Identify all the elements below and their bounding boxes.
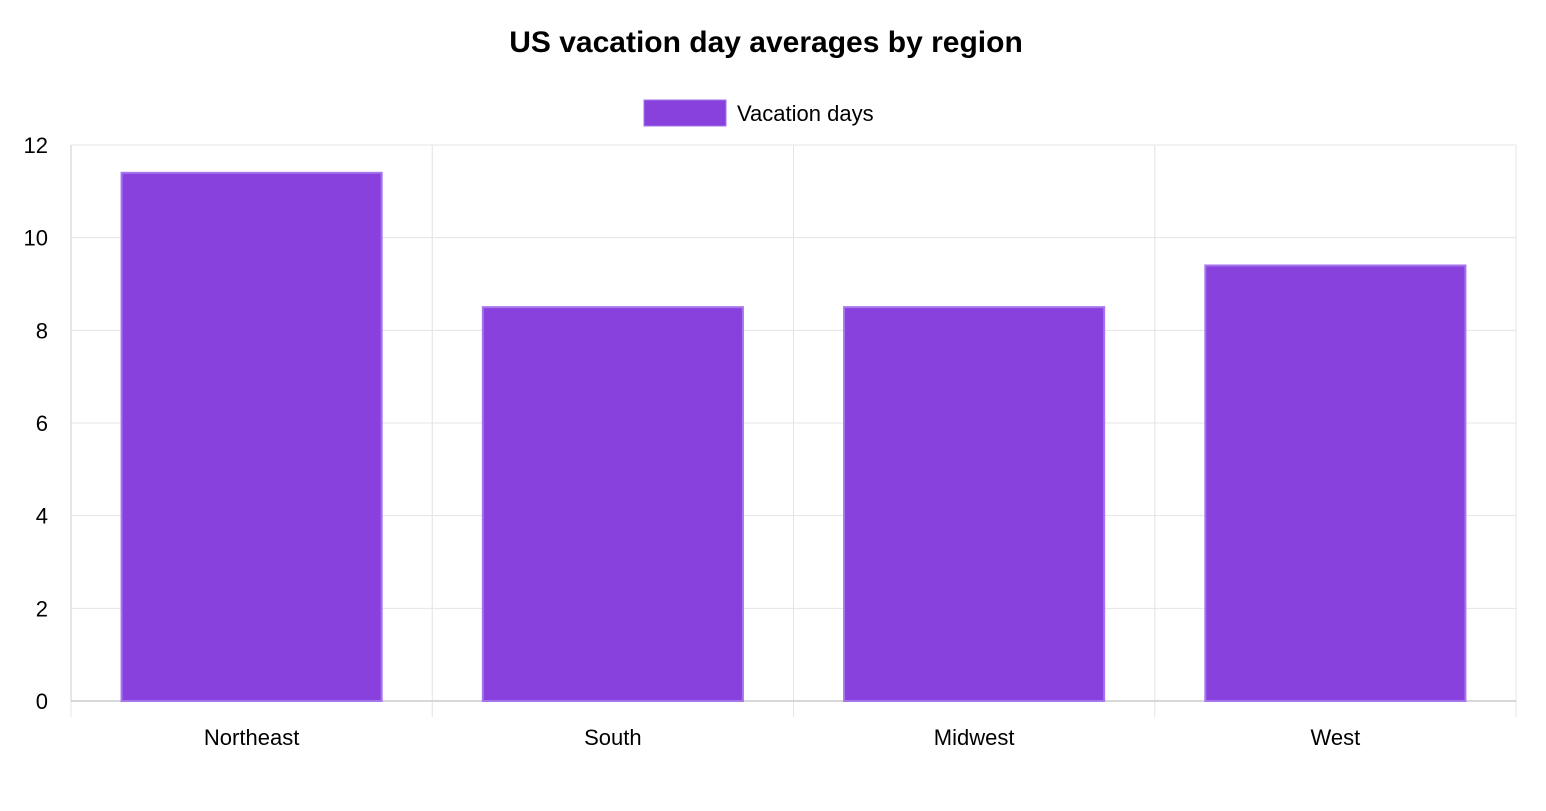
y-tick-label: 6: [36, 411, 48, 436]
bar-west[interactable]: [1204, 264, 1467, 702]
x-tick-label-northeast: Northeast: [204, 725, 299, 750]
legend-swatch-vacation-days: [643, 99, 727, 127]
y-tick-label: 10: [24, 226, 48, 251]
y-axis-tick-labels: 0 2 4 6 8 10 12: [24, 133, 48, 714]
legend[interactable]: Vacation days: [643, 99, 874, 127]
x-tick-label-west: West: [1311, 725, 1361, 750]
legend-label-vacation-days: Vacation days: [737, 101, 874, 126]
x-tick-label-south: South: [584, 725, 642, 750]
bar-midwest[interactable]: [843, 306, 1106, 702]
chart-title: US vacation day averages by region: [509, 26, 1023, 59]
y-tick-label: 12: [24, 133, 48, 158]
bar-south[interactable]: [481, 306, 744, 702]
y-tick-label: 0: [36, 689, 48, 714]
y-tick-label: 8: [36, 318, 48, 343]
x-tick-label-midwest: Midwest: [934, 725, 1015, 750]
y-tick-label: 4: [36, 504, 48, 529]
y-tick-label: 2: [36, 596, 48, 621]
bars: [120, 171, 1467, 703]
x-axis-tick-labels: Northeast South Midwest West: [204, 725, 1360, 750]
bar-northeast[interactable]: [120, 171, 383, 703]
